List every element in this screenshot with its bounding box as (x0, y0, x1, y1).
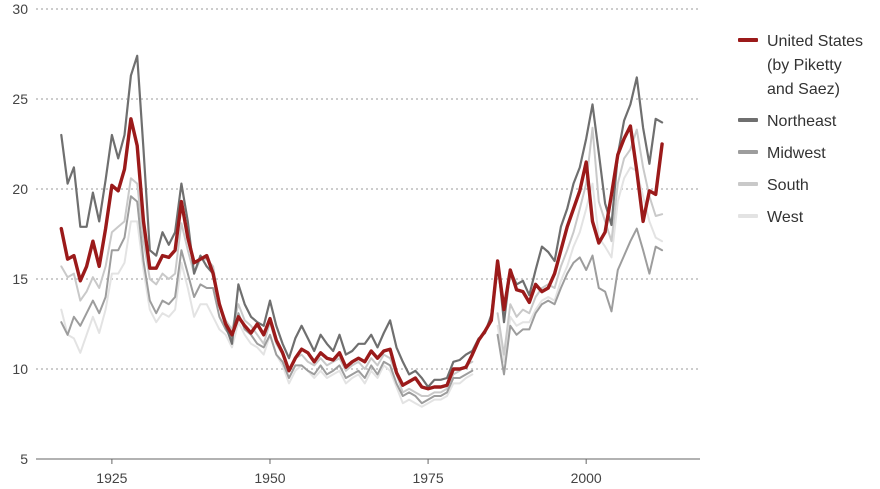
legend-label-west: West (767, 209, 804, 226)
x-tick-label-1975: 1975 (412, 470, 443, 486)
legend-swatch-northeast (738, 118, 758, 122)
y-tick-label-30: 30 (12, 1, 28, 17)
legend-item-midwest: Midwest (738, 142, 878, 166)
y-tick-labels: 5 10 15 20 25 30 (12, 1, 28, 467)
y-tick-label-25: 25 (12, 91, 28, 107)
grid-lines (36, 8, 700, 460)
legend-item-northeast: Northeast (738, 110, 878, 134)
legend-swatch-west (738, 214, 758, 218)
legend-label-united-states: United States (by Piketty and Saez) (767, 33, 864, 98)
legend-item-united-states: United States (by Piketty and Saez) (738, 30, 878, 102)
x-tick-label-1950: 1950 (254, 470, 285, 486)
legend-swatch-south (738, 182, 758, 186)
x-tick-label-2000: 2000 (571, 470, 602, 486)
series-line-us (59, 117, 664, 391)
legend-label-northeast: Northeast (767, 113, 837, 130)
legend-label-south: South (767, 177, 809, 194)
x-tick-labels: 1925 1950 1975 2000 (96, 459, 602, 486)
series-line-west (60, 166, 664, 408)
series-line-midwest (60, 195, 664, 405)
legend: United States (by Piketty and Saez) Nort… (738, 30, 878, 238)
series-lines (59, 54, 664, 408)
legend-swatch-midwest (738, 150, 758, 154)
series-line-south (60, 126, 664, 397)
y-tick-label-15: 15 (12, 271, 28, 287)
y-tick-label-5: 5 (20, 451, 28, 467)
legend-swatch-united-states (738, 38, 758, 42)
y-tick-label-10: 10 (12, 361, 28, 377)
legend-item-west: West (738, 206, 878, 230)
legend-item-south: South (738, 174, 878, 198)
series-line-northeast (60, 54, 664, 389)
y-tick-label-20: 20 (12, 181, 28, 197)
x-tick-label-1925: 1925 (96, 470, 127, 486)
legend-label-midwest: Midwest (767, 145, 826, 162)
